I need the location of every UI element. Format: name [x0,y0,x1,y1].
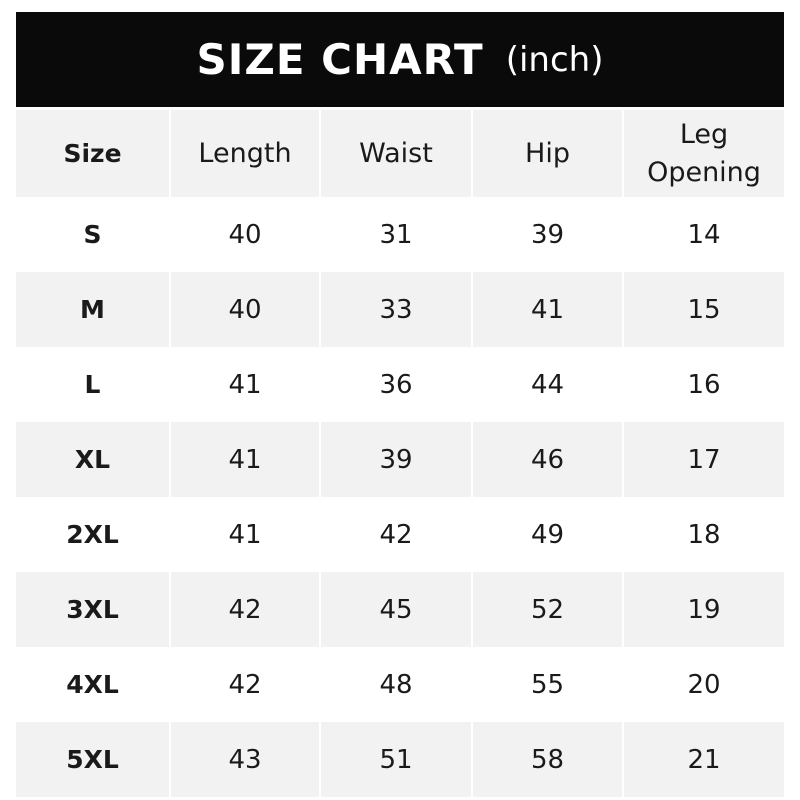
measurement-cell: 36 [319,347,472,422]
title-unit: (inch) [505,39,604,80]
measurement-cell: 43 [169,722,320,797]
measurement-cell: 18 [622,497,784,572]
column-header: Leg Opening [622,110,784,197]
table-row: 5XL 43 51 58 21 [16,722,784,797]
measurement-cell: 42 [169,572,320,647]
measurement-cell: 40 [169,272,320,347]
size-label: 5XL [16,722,170,797]
size-label: 3XL [16,572,170,647]
measurement-cell: 46 [471,422,623,497]
measurement-cell: 33 [319,272,472,347]
size-label: 4XL [66,670,119,699]
measurement-cell: 16 [622,347,784,422]
column-header: Hip [471,110,623,197]
measurement-cell: 48 [319,647,472,722]
size-label: 2XL [66,520,119,549]
measurement-cell: 20 [622,647,784,722]
measurement-cell: 17 [622,422,784,497]
measurement-cell: 44 [471,347,623,422]
title: SIZE CHART [196,35,484,84]
table-row: L 41 36 44 16 [16,347,784,422]
column-header: Size [16,110,170,197]
measurement-cell: 39 [471,197,623,272]
table-row: 4XL 42 48 55 20 [16,647,784,722]
measurement-cell: 15 [622,272,784,347]
size-label: S [83,220,102,249]
table-row: S 40 31 39 14 [16,197,784,272]
measurement-cell: 55 [471,647,623,722]
measurement-cell: 39 [319,422,472,497]
measurement-cell: 40 [169,197,320,272]
size-label: XL [16,422,170,497]
measurement-cell: 41 [169,347,320,422]
header-row: Size Length Waist Hip Leg Opening [16,110,784,197]
measurement-cell: 49 [471,497,623,572]
measurement-cell: 41 [471,272,623,347]
size-label: M [16,272,170,347]
measurement-cell: 42 [319,497,472,572]
column-header: Waist [319,110,472,197]
table-row: 3XL 42 45 52 19 [16,572,784,647]
measurement-cell: 52 [471,572,623,647]
measurement-cell: 51 [319,722,472,797]
table-row: M 40 33 41 15 [16,272,784,347]
measurement-cell: 31 [319,197,472,272]
table-row: 2XL 41 42 49 18 [16,497,784,572]
measurement-cell: 58 [471,722,623,797]
measurement-cell: 41 [169,422,320,497]
measurement-cell: 42 [169,647,320,722]
table-row: XL 41 39 46 17 [16,422,784,497]
size-label: L [84,370,101,399]
measurement-cell: 45 [319,572,472,647]
column-header: Length [169,110,320,197]
title-banner: SIZE CHART (inch) [16,12,784,107]
measurement-cell: 21 [622,722,784,797]
measurement-cell: 41 [169,497,320,572]
measurement-cell: 19 [622,572,784,647]
measurement-cell: 14 [622,197,784,272]
size-table: Size Length Waist Hip Leg Opening S 40 31 39 14 M… [16,110,784,797]
